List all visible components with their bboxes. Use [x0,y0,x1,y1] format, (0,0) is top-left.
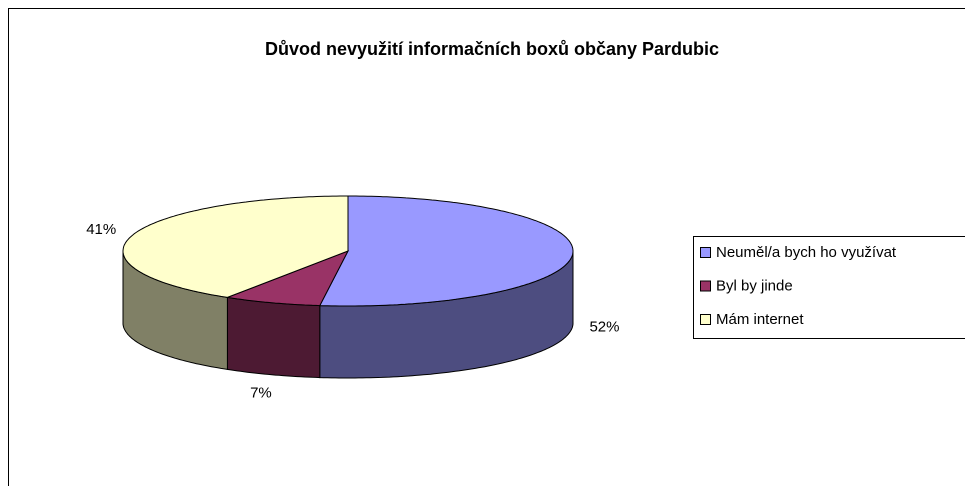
slice [318,195,574,307]
legend-label: Byl by jinde [716,277,793,294]
chart-title: Důvod nevyužití informačních boxů občany… [265,39,719,59]
slice [122,195,349,298]
data-label: 52% [589,319,619,336]
slice [225,250,350,307]
data-label: 41% [86,221,116,238]
legend-label: Mám internet [716,311,804,328]
legend-label: Neuměl/a bych ho využívat [716,244,897,261]
legend-box [693,236,965,339]
legend-swatch [700,314,711,325]
slice-side [226,296,321,379]
legend-swatch [700,247,711,258]
legend-swatch [700,280,711,292]
data-label: 7% [250,385,272,402]
